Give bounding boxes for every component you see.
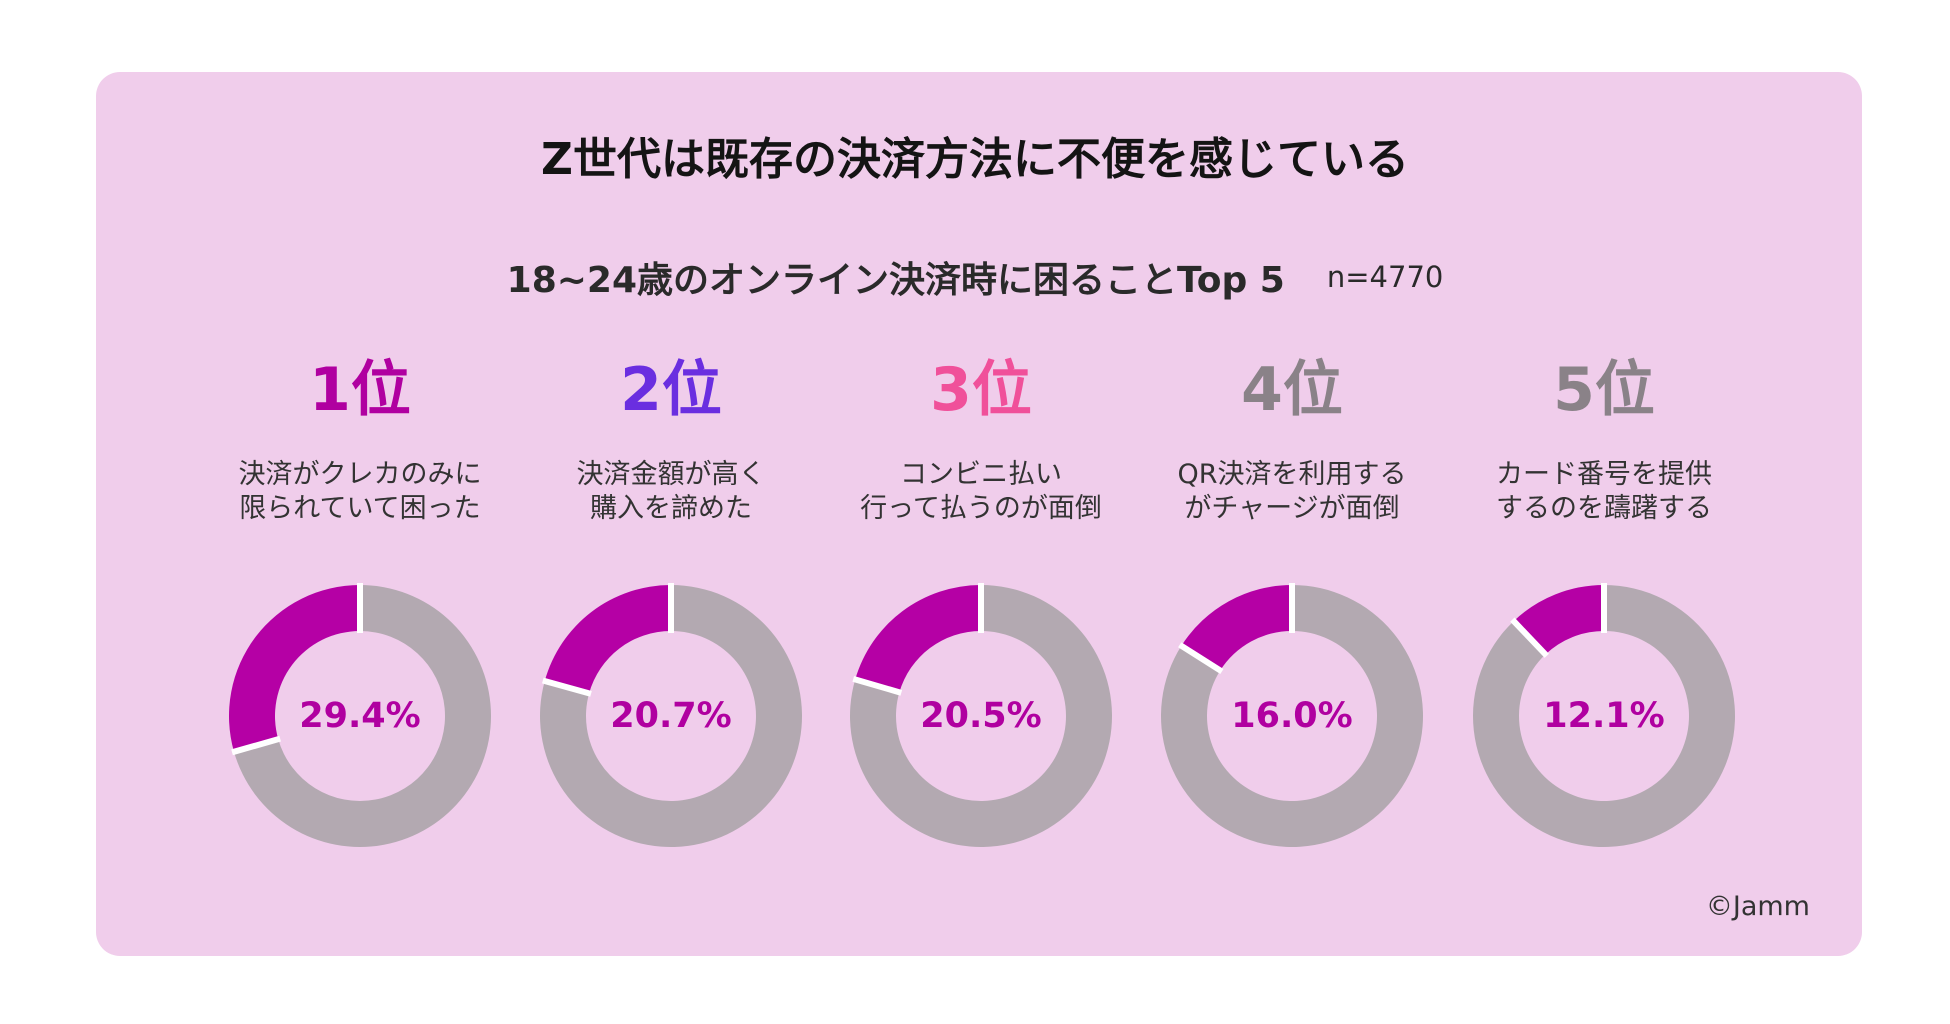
donut-chart: 29.4% [220, 576, 500, 856]
rank-description: カード番号を提供 するのを躊躇する [1444, 458, 1764, 526]
rank-label: 4位 [1241, 355, 1343, 425]
donut-segment-gap [852, 676, 903, 696]
donut-segment-rest [540, 585, 802, 847]
donut-segment-rest [850, 585, 1112, 847]
description-line: 行って払うのが面倒 [860, 493, 1102, 524]
donut-segment-rest [1161, 585, 1423, 847]
donut-segment-highlight [544, 585, 671, 694]
donut-svg [540, 583, 802, 847]
rank-label: 1位 [309, 355, 411, 425]
donut-segment-gap [231, 735, 281, 756]
description-line: コンビニ払い [900, 459, 1062, 490]
donut-segment-gap [1178, 642, 1224, 675]
donut-svg [1473, 583, 1735, 847]
chart-subtitle: 18~24歳のオンライン決済時に困ることTop 5 [506, 260, 1285, 301]
donut-chart: 20.5% [841, 576, 1121, 856]
rank-label: 5位 [1553, 355, 1655, 425]
description-line: 決済金額が高く [576, 459, 766, 490]
donut-chart: 16.0% [1152, 576, 1432, 856]
rank-column-1: 1位 決済がクレカのみに 限られていて困った 29.4% [200, 350, 520, 870]
donut-svg [1161, 583, 1423, 847]
donut-percent-label: 29.4% [299, 696, 421, 736]
donut-percent-label: 12.1% [1543, 696, 1665, 736]
rank-column-2: 2位 決済金額が高く 購入を諦めた 20.7% [511, 350, 831, 870]
rank-column-4: 4位 QR決済を利用する がチャージが面倒 16.0% [1132, 350, 1452, 870]
donut-segment-gap [1510, 617, 1549, 658]
rank-description: QR決済を利用する がチャージが面倒 [1132, 458, 1452, 526]
rank-description: コンビニ払い 行って払うのが面倒 [821, 458, 1141, 526]
donut-segment-gap [542, 677, 592, 697]
description-line: がチャージが面倒 [1184, 493, 1400, 524]
rank-description: 決済がクレカのみに 限られていて困った [200, 458, 520, 526]
copyright-label: ©Jamm [1705, 891, 1810, 922]
description-line: 購入を諦めた [590, 493, 752, 524]
donut-segment-highlight [855, 585, 981, 693]
donut-chart: 20.7% [531, 576, 811, 856]
donut-segment-rest [233, 585, 492, 847]
rank-column-5: 5位 カード番号を提供 するのを躊躇する 12.1% [1444, 350, 1764, 870]
subtitle-row: 18~24歳のオンライン決済時に困ることTop 5 n=4770 [0, 256, 1950, 306]
donut-svg [850, 583, 1112, 847]
rank-description: 決済金額が高く 購入を諦めた [511, 458, 831, 526]
donut-percent-label: 20.7% [610, 696, 732, 736]
description-line: カード番号を提供 [1496, 459, 1712, 490]
donut-segment-highlight [229, 585, 360, 752]
donut-percent-label: 20.5% [920, 696, 1042, 736]
donut-percent-label: 16.0% [1231, 696, 1353, 736]
rank-column-3: 3位 コンビニ払い 行って払うのが面倒 20.5% [821, 350, 1141, 870]
description-line: 決済がクレカのみに [238, 459, 482, 490]
description-line: 限られていて困った [239, 493, 481, 524]
donut-chart: 12.1% [1464, 576, 1744, 856]
sample-size-label: n=4770 [1326, 260, 1444, 294]
description-line: QR決済を利用する [1177, 459, 1407, 490]
page-title: Z世代は既存の決済方法に不便を感じている [541, 134, 1409, 185]
rank-label: 3位 [930, 355, 1032, 425]
donut-segment-highlight [1181, 585, 1292, 671]
donut-svg [229, 583, 492, 847]
rank-label: 2位 [620, 355, 722, 425]
description-line: するのを躊躇する [1496, 493, 1712, 524]
donut-segment-highlight [1513, 585, 1604, 655]
